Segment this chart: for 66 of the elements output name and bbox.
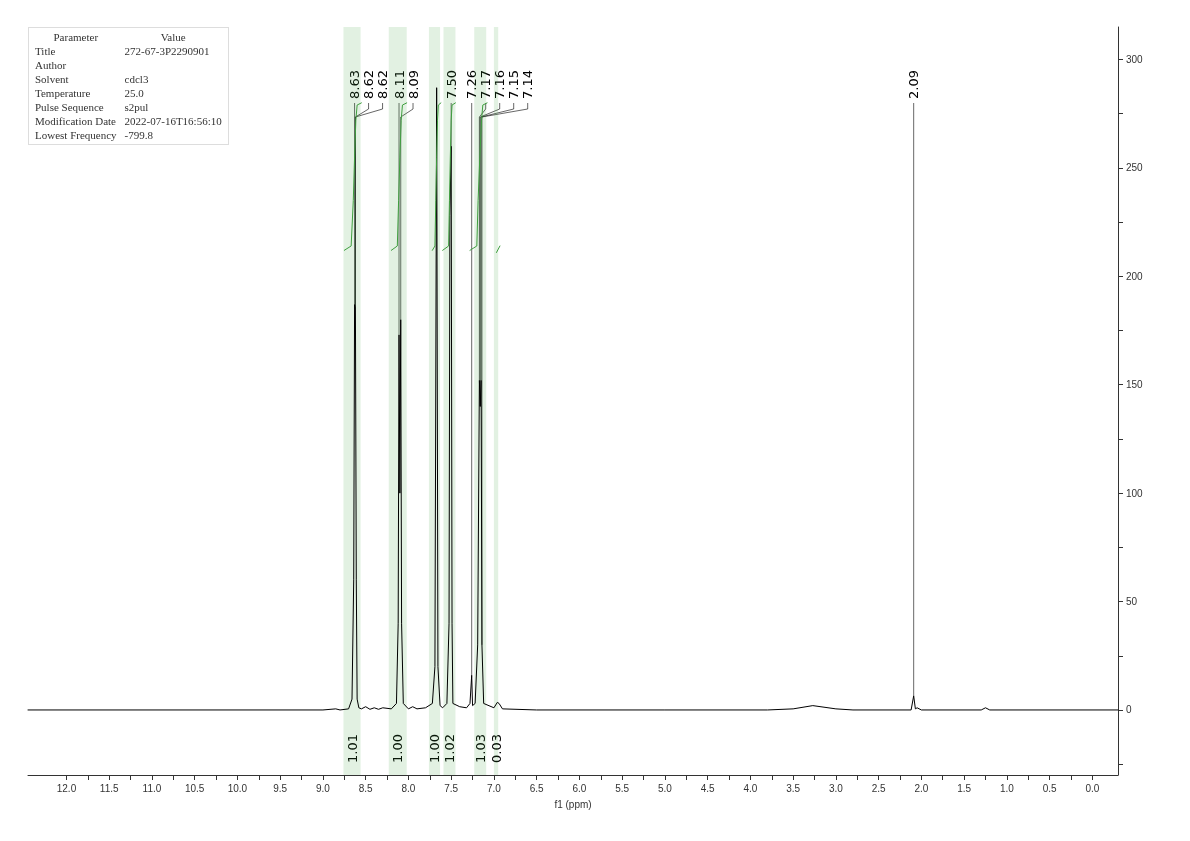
band-label: 1.01 <box>344 733 360 763</box>
x-tick-label: 11.0 <box>142 782 162 794</box>
x-tick-label: 9.5 <box>273 782 288 794</box>
band-label: 1.00 <box>390 733 406 763</box>
annotation: Author <box>35 59 68 71</box>
annotation: Pulse Sequence <box>35 101 105 113</box>
x-tick-label: 9.0 <box>315 782 331 794</box>
band-label: 0.03 <box>488 733 504 763</box>
x-tick-label: 2.5 <box>871 782 887 794</box>
annotation: Temperature <box>35 87 92 99</box>
x-tick-label: 1.0 <box>999 782 1015 794</box>
annotation: Title <box>35 45 57 57</box>
x-tick-label: 8.0 <box>401 782 416 794</box>
annotation: 272-67-3P2290901 <box>124 45 211 57</box>
annotation: 25.0 <box>124 87 145 99</box>
band-label: 1.00 <box>427 733 443 763</box>
annotation: Solvent <box>35 73 70 85</box>
y-tick-label: 50 <box>1126 596 1138 608</box>
x-tick-label: 5.5 <box>615 782 630 794</box>
x-tick-label: 7.0 <box>486 782 502 794</box>
x-tick-label: 1.5 <box>957 782 972 794</box>
x-tick-label: 6.0 <box>572 782 587 794</box>
annotation: Value <box>159 31 187 43</box>
y-tick-label: 150 <box>1126 379 1144 391</box>
x-tick-label: 3.0 <box>828 782 844 794</box>
annotation: 7.50 <box>443 70 459 99</box>
annotation: 8.63 <box>347 70 363 99</box>
annotation: 7.17 <box>478 70 494 99</box>
x-axis-title: f1 (ppm) <box>554 798 592 810</box>
annotation: 8.11 <box>391 70 407 99</box>
annotation: 7.15 <box>506 70 522 99</box>
y-tick-label: 200 <box>1126 270 1144 282</box>
x-tick-label: 2.0 <box>914 782 929 794</box>
annotation: 8.62 <box>375 70 391 99</box>
annotation: Parameter <box>52 31 100 43</box>
y-tick-label: 300 <box>1126 54 1144 66</box>
x-tick-label: 0.5 <box>1042 782 1057 794</box>
annotation: Modification Date <box>35 115 117 127</box>
annotation: 7.16 <box>492 70 508 99</box>
annotation: 8.09 <box>405 70 421 99</box>
annotation: 2.09 <box>906 70 922 99</box>
x-tick-label: 4.5 <box>700 782 716 794</box>
x-tick-label: 5.0 <box>657 782 673 794</box>
annotation: Lowest Frequency <box>35 129 117 141</box>
annotation: 7.26 <box>464 70 480 99</box>
x-tick-label: 10.5 <box>184 782 205 794</box>
y-tick-label: 250 <box>1126 162 1144 174</box>
y-tick-label: 100 <box>1126 487 1144 499</box>
x-tick-label: 11.5 <box>99 782 120 794</box>
x-tick-label: 10.0 <box>227 782 248 794</box>
x-tick-label: 12.0 <box>56 782 77 794</box>
annotation: cdcl3 <box>124 73 150 85</box>
band-label: 1.03 <box>472 733 488 763</box>
x-tick-label: 4.0 <box>743 782 758 794</box>
x-tick-label: 7.5 <box>444 782 459 794</box>
x-tick-label: 0.0 <box>1085 782 1100 794</box>
annotation: 7.14 <box>520 70 536 99</box>
annotation: 2022-07-16T16:56:10 <box>124 115 222 127</box>
x-tick-label: 3.5 <box>786 782 801 794</box>
x-tick-label: 6.5 <box>529 782 545 794</box>
annotation: -799.8 <box>124 129 154 141</box>
x-tick-label: 8.5 <box>358 782 374 794</box>
y-tick-label: 0 <box>1126 704 1132 716</box>
band-label: 1.02 <box>441 733 457 763</box>
annotation: s2pul <box>124 101 150 113</box>
annotation: 8.62 <box>361 70 377 99</box>
